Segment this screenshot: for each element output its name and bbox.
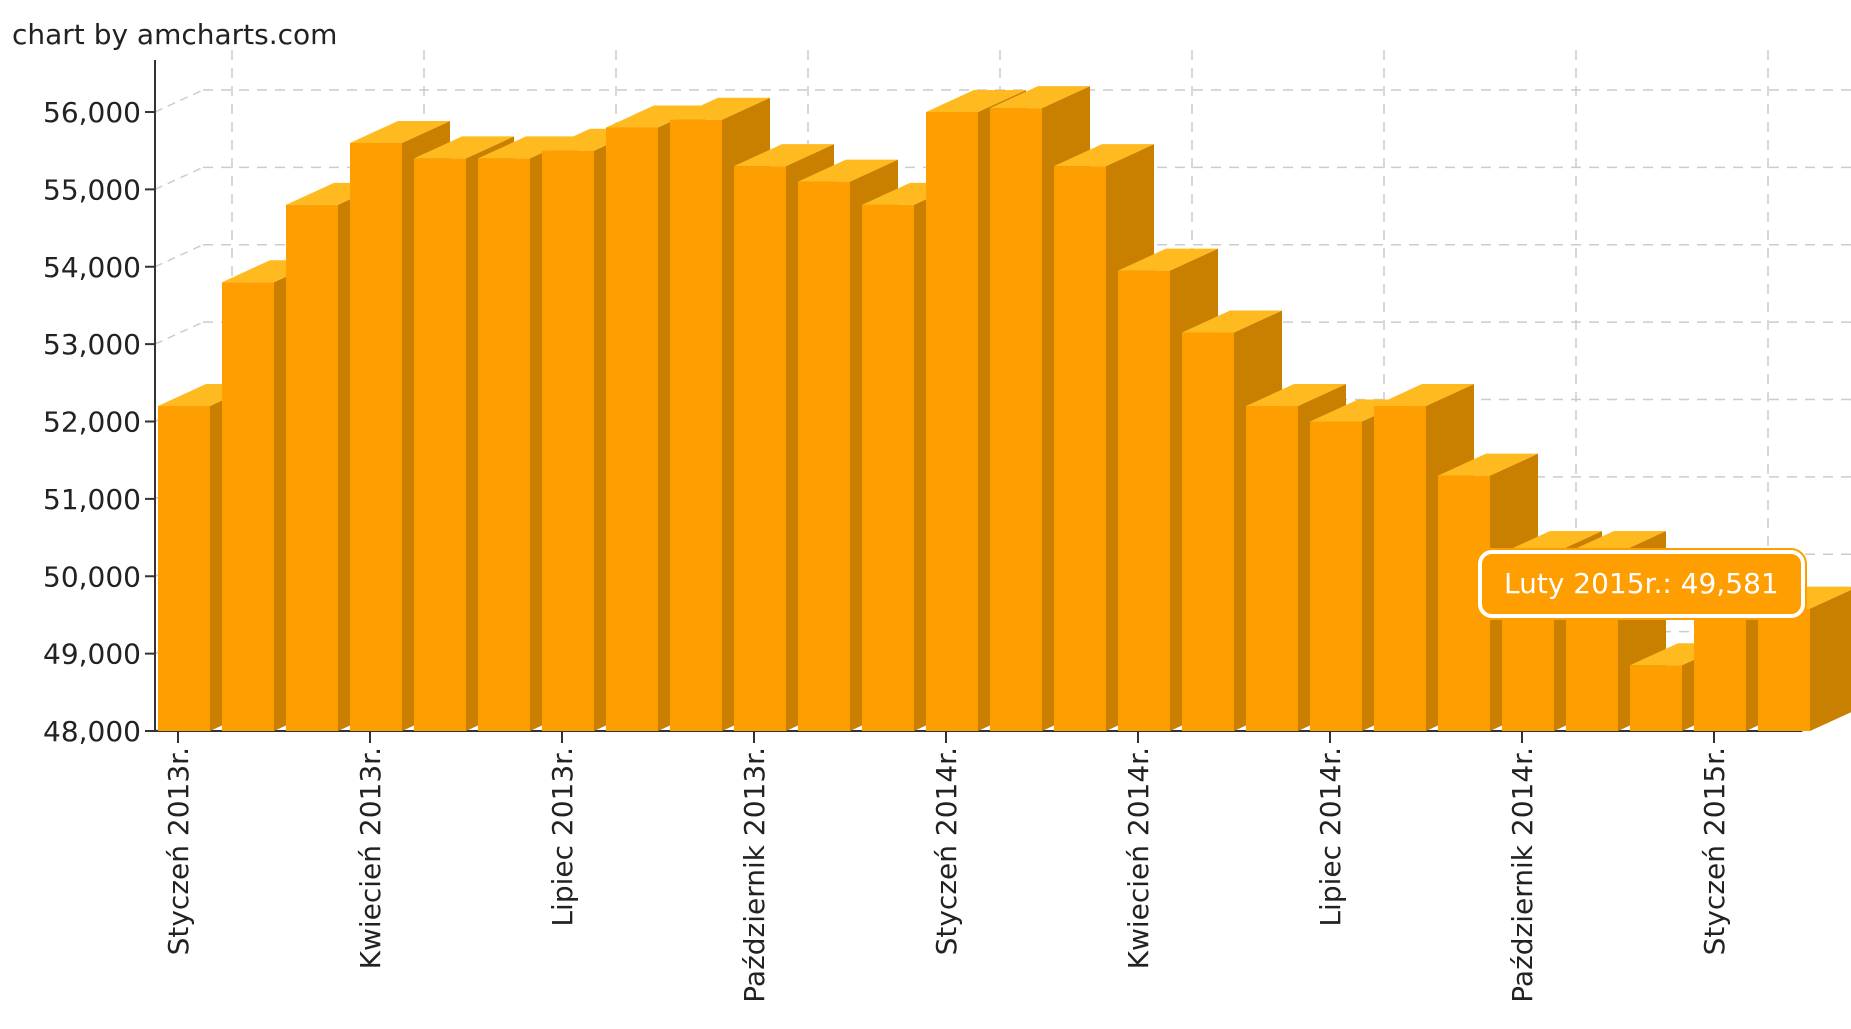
bar-front [1310,421,1362,731]
bar-front [158,406,210,731]
y-tick-label: 51,000 [43,483,141,516]
x-tick-label: Październik 2014r. [1506,747,1539,1003]
bar-top [1246,384,1346,407]
bar-front [670,119,722,732]
bar-top [350,120,450,143]
y-tick-label: 56,000 [43,96,141,129]
bar-top [1182,310,1282,333]
y-tick-label: 53,000 [43,328,141,361]
y-tick-label: 49,000 [43,638,141,671]
bar-front [798,181,850,731]
bar-front [1182,332,1234,731]
x-tick-label: Lipiec 2013r. [546,747,579,927]
bar-side [1810,589,1851,731]
y-tick-labels: 48,000 49,000 50,000 51,000 52,000 53,000 54,0… [43,96,141,748]
x-tick-label: Lipiec 2014r. [1314,747,1347,927]
bar-front [1758,608,1810,731]
bar-top [1438,453,1538,476]
x-tick-label: Październik 2013r. [738,747,771,1003]
bar-front [734,166,786,732]
bar-top [798,159,898,182]
bar-front [350,142,402,731]
grid-diagonal-5 [154,321,204,345]
bar-top [606,105,706,128]
y-tick-label: 54,000 [43,251,141,284]
bar-top [478,136,578,159]
bar-front [606,127,658,732]
y-tick-label: 52,000 [43,406,141,439]
bar-top [1118,248,1218,271]
x-tick-label: Kwiecień 2014r. [1122,747,1155,969]
bars-layer [158,86,1851,732]
bar-front [862,204,914,732]
x-tick-label: Styczeń 2015r. [1698,747,1731,955]
amcharts-credit-link[interactable]: chart by amcharts.com [12,18,338,51]
x-tick-labels: Styczeń 2013r. Kwiecień 2013r. Lipiec 2013… [162,747,1731,1003]
bar-front [414,158,466,732]
bar-front [926,112,978,731]
grid-diagonal-7 [154,166,204,191]
bar-front [542,150,594,731]
bar-front [1246,406,1298,731]
grid-diagonal-6 [154,244,204,268]
bar-front [478,158,530,732]
bar-front [1630,665,1682,731]
y-tick-label: 50,000 [43,560,141,593]
y-tick-label: 55,000 [43,173,141,206]
bar-25[interactable] [1758,586,1851,731]
bar-top [1502,531,1602,554]
bar-front [286,204,338,732]
bar-front [222,282,274,731]
bar-top [734,144,834,167]
x-tick-label: Styczeń 2014r. [930,747,963,955]
bar-front [990,108,1042,732]
bar-top [990,86,1090,109]
grid-diagonal-8 [154,89,204,113]
x-tick-label: Styczeń 2013r. [162,747,195,955]
bar-top [414,136,514,159]
y-tick-label: 48,000 [43,715,141,748]
x-tick-label: Kwiecień 2013r. [354,747,387,969]
bar-top [1566,531,1666,554]
bar-top [1374,384,1474,407]
bar-front [1694,608,1746,731]
bar-top [1054,144,1154,167]
value-tooltip: Luty 2015r.: 49,581 [1478,550,1805,618]
bar-front [1374,406,1426,731]
bar-top [670,97,770,120]
bar-front [1118,270,1170,731]
bar-top [926,90,1026,112]
bar-front [1054,166,1106,732]
